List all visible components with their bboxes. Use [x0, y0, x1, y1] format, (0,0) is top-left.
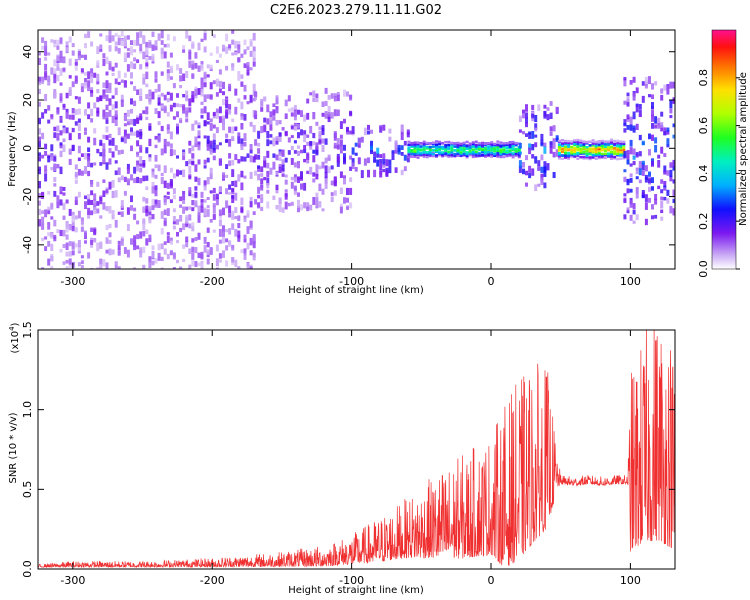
snr-ytick-label: 0.5	[21, 481, 34, 499]
snr-xtick-label: 100	[620, 574, 641, 587]
colorbar-tick-label: 0.0	[697, 260, 710, 278]
spectrogram-segment	[351, 124, 410, 179]
spectrogram-xtick-label: 100	[620, 275, 641, 288]
spectrogram-segment	[38, 30, 256, 269]
snr-panel: -300 -200 -100 0 100 0.0 0.5 1.0 1.5 Height of s…	[8, 321, 676, 596]
colorbar: 0.0 0.2 0.4 0.6 0.8 Normalized spectral ampl…	[697, 29, 749, 278]
chart-title: C2E6.2023.279.11.11.G02	[270, 3, 442, 18]
spectrogram-ytick-label: -40	[21, 236, 34, 254]
spectrogram-xtick-label: 0	[488, 275, 495, 288]
spectrogram-panel: -300 -200 -100 0 100 40 20 0 -20 -40 Height of st…	[7, 29, 676, 296]
spectrogram-ytick-label: 40	[21, 45, 34, 59]
spectrogram-ytick-label: 0	[21, 145, 34, 152]
spectrogram-segment	[623, 76, 675, 226]
colorbar-tick-label: 0.8	[697, 69, 710, 87]
colorbar-gradient	[712, 30, 736, 269]
svg-text:(x104): (x104)	[8, 322, 21, 353]
colorbar-tick-label: 0.2	[697, 212, 710, 230]
spectrogram-segment	[557, 138, 626, 161]
spectrogram-xlabel: Height of straight line (km)	[288, 285, 424, 296]
colorbar-tick-label: 0.4	[697, 165, 710, 183]
colorbar-label: Normalized spectral amplitude	[738, 72, 749, 226]
snr-ytick-label: 1.5	[21, 321, 34, 339]
snr-xtick-label: -300	[60, 574, 85, 587]
spectrogram-segment	[407, 140, 521, 159]
snr-ytick-label: 1.0	[21, 401, 34, 419]
spectrogram-segment	[518, 101, 559, 192]
spectrogram-frame	[37, 29, 676, 270]
snr-xtick-label: -200	[200, 574, 225, 587]
spectrogram-segment	[254, 87, 353, 214]
snr-xtick-label: 0	[488, 574, 495, 587]
colorbar-frame	[711, 29, 737, 270]
snr-xlabel: Height of straight line (km)	[288, 585, 424, 596]
spectrogram-ytick-label: 20	[21, 93, 34, 107]
snr-scale-label: (x104)	[8, 322, 21, 353]
snr-ytick-label: 0.0	[21, 560, 34, 578]
snr-ylabel: SNR (10 * v/v)	[8, 412, 19, 483]
spectrogram-xtick-label: -200	[200, 275, 225, 288]
spectrogram-xtick-label: -300	[60, 275, 85, 288]
spectrogram-ytick-label: -20	[21, 188, 34, 206]
spectrogram-ylabel: Frequency (Hz)	[7, 111, 18, 187]
colorbar-tick-label: 0.6	[697, 117, 710, 135]
snr-xtick-label: -100	[339, 574, 364, 587]
snr-series-line	[38, 330, 675, 569]
snr-frame	[37, 329, 676, 570]
spectrogram-xtick-label: -100	[339, 275, 364, 288]
